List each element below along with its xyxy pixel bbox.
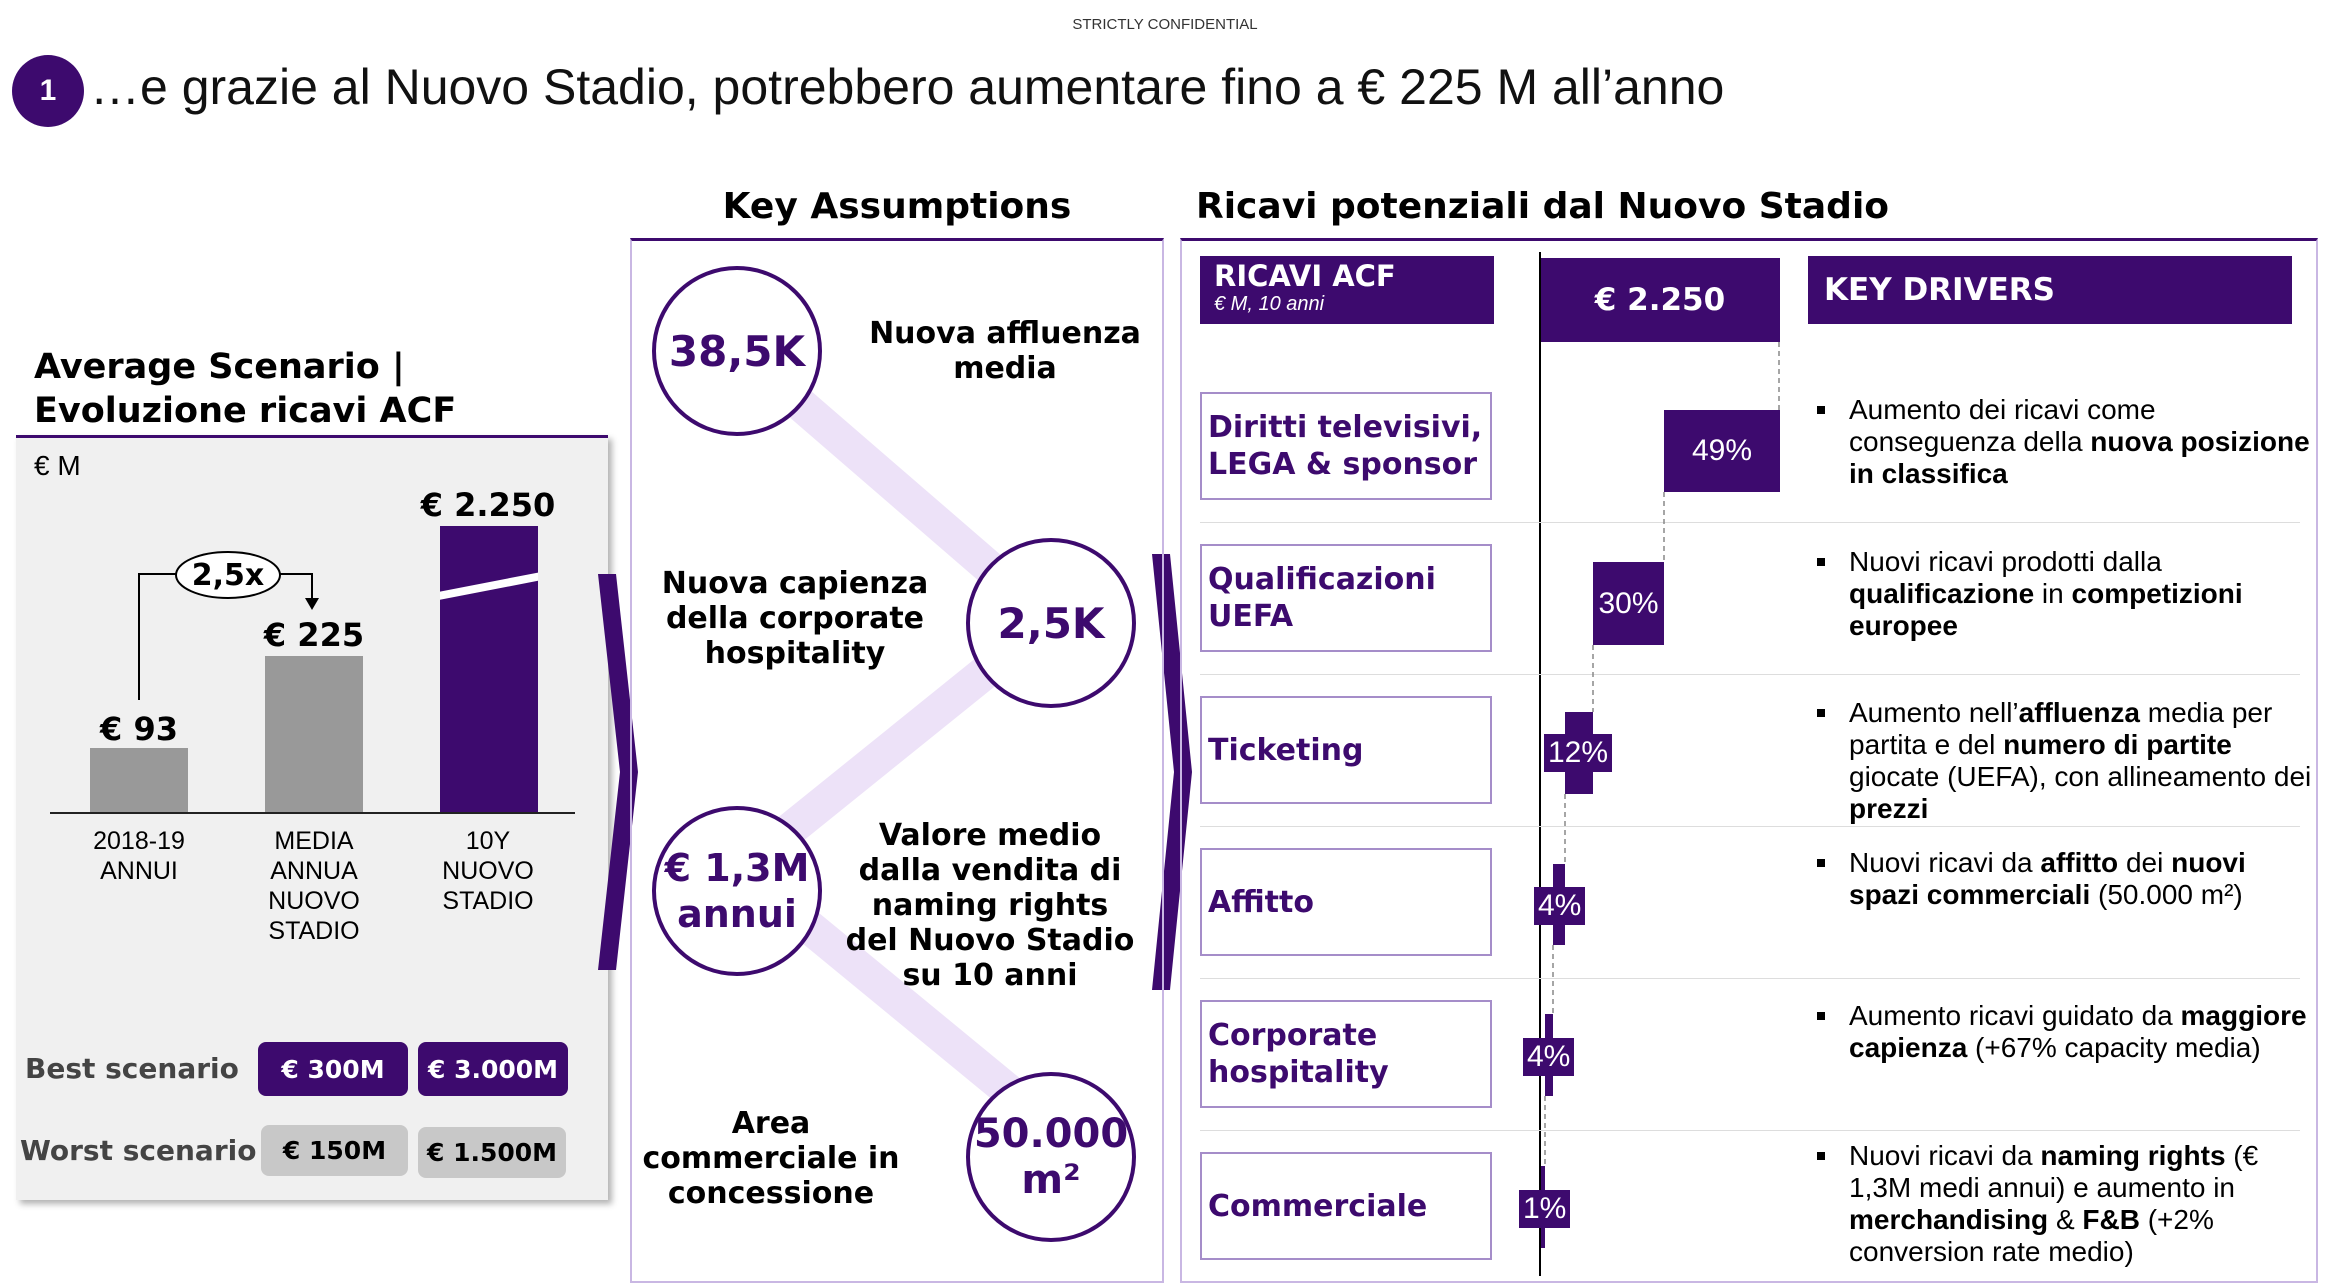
bar-value-2018-19: € 93 [100, 710, 178, 748]
bar-label-2018-19: 2018-19 ANNUI [93, 827, 185, 885]
driver-ticketing: Aumento nell’affluenza media per partita… [1815, 697, 2315, 825]
category-corporate-hospitality: Corporate hospitality [1200, 1000, 1492, 1108]
waterfall-bar-tv-rights: 49% [1664, 410, 1780, 492]
assumption-text-naming-rights: Valore medio dalla vendita di naming rig… [845, 818, 1135, 993]
revenues-panel [1180, 238, 2318, 1283]
driver-uefa: Nuovi ricavi prodotti dalla qualificazio… [1815, 546, 2315, 642]
assumption-circle-attendance: 38,5K [652, 266, 822, 436]
acf-header-subtitle: € M, 10 anni [1214, 293, 1325, 315]
best-scenario-annual: € 300M [258, 1042, 408, 1096]
row-separator [1200, 826, 2300, 827]
driver-affitto: Nuovi ricavi da affitto dei nuovi spazi … [1815, 847, 2315, 911]
driver-commerciale: Nuovi ricavi da naming rights (€ 1,3M me… [1815, 1140, 2315, 1268]
total-revenue-box: € 2.250 [1540, 258, 1780, 342]
assumption-text-commercial-area: Area commerciale in concessione [642, 1106, 900, 1211]
key-assumptions-title: Key Assumptions [722, 186, 1072, 227]
waterfall-label-affitto: 4% [1534, 887, 1586, 925]
category-affitto: Affitto [1200, 848, 1492, 956]
key-drivers-header: KEY DRIVERS [1808, 256, 2292, 324]
revenues-title: Ricavi potenziali dal Nuovo Stadio [1196, 186, 1890, 227]
acf-header: RICAVI ACF € M, 10 anni [1200, 256, 1494, 324]
unit-label: € M [34, 450, 81, 481]
assumption-circle-hospitality: 2,5K [966, 538, 1136, 708]
worst-scenario-label: Worst scenario [20, 1134, 257, 1167]
category-tv-rights: Diritti televisivi, LEGA & sponsor [1200, 392, 1492, 500]
growth-multiplier: 2,5x [191, 558, 265, 593]
assumptions-connector [723, 339, 1067, 1139]
row-separator [1200, 522, 2300, 523]
acf-header-title: RICAVI ACF [1214, 259, 1396, 293]
left-heading-line1: Average Scenario | [34, 347, 405, 387]
bar-10y [440, 526, 538, 812]
assumption-circle-naming-rights: € 1,3M annui [652, 806, 822, 976]
left-heading-line2: Evoluzione ricavi ACF [34, 391, 457, 431]
bar-value-media-annua: € 225 [263, 616, 365, 654]
driver-tv-rights: Aumento dei ricavi come conseguenza dell… [1815, 394, 2315, 490]
row-separator [1200, 1130, 2300, 1131]
waterfall-label-ticketing: 12% [1544, 734, 1613, 772]
worst-scenario-10y: € 1.500M [418, 1127, 566, 1178]
assumption-circle-commercial-area: 50.000 m² [966, 1072, 1136, 1242]
confidential-label: STRICTLY CONFIDENTIAL [1072, 16, 1258, 33]
waterfall-label-corporate-hospitality: 4% [1523, 1038, 1575, 1076]
section-number-badge: 1 [12, 55, 84, 127]
best-scenario-10y: € 3.000M [418, 1042, 568, 1096]
waterfall-label-commerciale: 1% [1519, 1190, 1571, 1228]
waterfall-axis [1539, 252, 1541, 1276]
category-ticketing: Ticketing [1200, 696, 1492, 804]
category-uefa: Qualificazioni UEFA [1200, 544, 1492, 652]
bar-2018-19 [90, 748, 188, 812]
key-assumptions-panel [630, 238, 1164, 1283]
driver-corporate-hospitality: Aumento ricavi guidato da maggiore capie… [1815, 1000, 2315, 1064]
bar-label-media-annua: MEDIA ANNUA NUOVO STADIO [268, 827, 360, 945]
assumption-text-attendance: Nuova affluenza media [869, 316, 1141, 386]
growth-connector [138, 551, 319, 700]
chart-baseline [50, 812, 575, 814]
worst-scenario-annual: € 150M [261, 1125, 408, 1176]
category-commerciale: Commerciale [1200, 1152, 1492, 1260]
left-heading: Average Scenario | Evoluzione ricavi ACF [34, 345, 456, 433]
row-separator [1200, 978, 2300, 979]
waterfall-bar-uefa: 30% [1593, 562, 1664, 645]
best-scenario-label: Best scenario [25, 1052, 239, 1085]
row-separator [1200, 674, 2300, 675]
bar-label-10y: 10Y NUOVO STADIO [442, 827, 534, 915]
assumption-text-hospitality: Nuova capienza della corporate hospitali… [661, 566, 929, 671]
bar-value-10y: € 2.250 [420, 486, 556, 524]
page-title: …e grazie al Nuovo Stadio, potrebbero au… [90, 59, 1725, 115]
chevron-arrow-icon [1152, 554, 1192, 990]
bar-media-annua [265, 656, 363, 812]
